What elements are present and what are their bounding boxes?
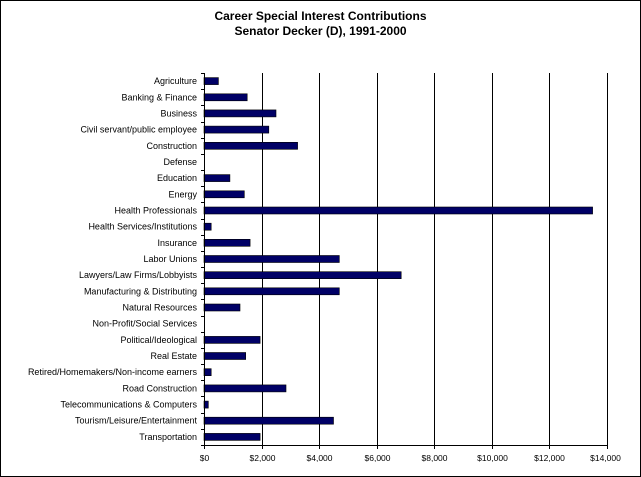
bar: [203, 174, 231, 182]
category-label: Agriculture: [154, 76, 197, 86]
x-tick-label: $4,000: [307, 453, 333, 463]
bar: [203, 222, 212, 231]
chart-subtitle: Senator Decker (D), 1991-2000: [234, 24, 407, 38]
bar: [203, 190, 245, 199]
bar: [203, 239, 251, 247]
category-label: Business: [160, 108, 197, 118]
category-label: Defense: [163, 157, 197, 167]
x-tick-label: $6,000: [365, 453, 391, 463]
category-label: Political/Ideological: [120, 335, 197, 345]
bar: [203, 416, 334, 425]
category-label: Retired/Homemakers/Non-income earners: [28, 367, 198, 377]
bar: [203, 352, 247, 360]
category-label: Civil servant/public employee: [80, 125, 197, 135]
bar: [203, 109, 277, 118]
category-label: Manufacturing & Distributing: [84, 286, 197, 296]
bar: [203, 287, 340, 296]
bar: [203, 125, 270, 134]
bar: [203, 433, 261, 441]
bar: [203, 206, 593, 215]
category-label: Transportation: [139, 432, 197, 442]
bar: [203, 93, 248, 102]
x-tick-label: $14,000: [590, 453, 621, 463]
bar: [203, 336, 261, 344]
category-label: Telecommunications & Computers: [60, 400, 197, 410]
category-label: Banking & Finance: [121, 92, 197, 102]
category-label: Lawyers/Law Firms/Lobbyists: [79, 270, 198, 280]
bar: [203, 77, 219, 85]
bar: [203, 384, 287, 393]
bar: [203, 303, 241, 312]
category-label: Natural Resources: [122, 303, 197, 313]
x-tick-label: $10,000: [477, 453, 508, 463]
bar: [203, 271, 402, 280]
chart-title: Career Special Interest Contributions: [214, 9, 427, 23]
bar: [203, 142, 298, 150]
bar: [203, 368, 212, 377]
category-label: Tourism/Leisure/Entertainment: [75, 416, 198, 426]
category-label: Health Services/Institutions: [88, 222, 197, 232]
category-label: Construction: [146, 141, 197, 151]
x-tick-label: $12,000: [534, 453, 565, 463]
category-label: Insurance: [157, 238, 197, 248]
category-label: Education: [157, 173, 197, 183]
x-tick-label: $8,000: [422, 453, 448, 463]
category-label: Energy: [168, 189, 197, 199]
bar: [203, 255, 340, 263]
x-tick-label: $2,000: [250, 453, 276, 463]
x-tick-label: $0: [200, 453, 210, 463]
category-label: Non-Profit/Social Services: [92, 319, 197, 329]
category-label: Road Construction: [122, 383, 197, 393]
category-label: Health Professionals: [114, 206, 197, 216]
category-label: Real Estate: [150, 351, 197, 361]
category-label: Labor Unions: [143, 254, 197, 264]
